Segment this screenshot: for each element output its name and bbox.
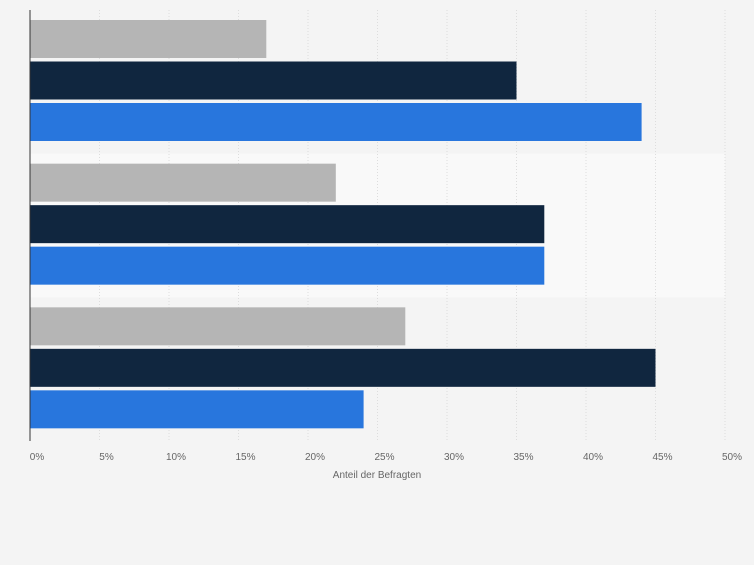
x-tick-label: 30%: [444, 452, 464, 463]
x-tick-label: 35%: [513, 452, 533, 463]
bar: [30, 103, 642, 141]
x-tick-label: 5%: [99, 452, 114, 463]
bar: [30, 61, 517, 100]
bar: [30, 348, 656, 387]
bar: [30, 205, 545, 244]
bar: [30, 246, 545, 285]
bars: [30, 20, 656, 429]
x-tick-labels: 0% 5% 10% 15% 20% 25% 30% 35% 40% 45% 50%: [30, 452, 742, 463]
bar: [30, 390, 364, 429]
bar: [30, 163, 336, 202]
x-tick-label: 0%: [30, 452, 45, 463]
x-tick-label: 45%: [652, 452, 672, 463]
x-tick-label: 25%: [374, 452, 394, 463]
x-tick-label: 10%: [166, 452, 186, 463]
bar: [30, 307, 406, 346]
bar: [30, 20, 267, 58]
x-tick-label: 50%: [722, 452, 742, 463]
x-tick-label: 40%: [583, 452, 603, 463]
x-tick-label: 20%: [305, 452, 325, 463]
x-axis-label: Anteil der Befragten: [333, 470, 421, 481]
x-tick-label: 15%: [235, 452, 255, 463]
